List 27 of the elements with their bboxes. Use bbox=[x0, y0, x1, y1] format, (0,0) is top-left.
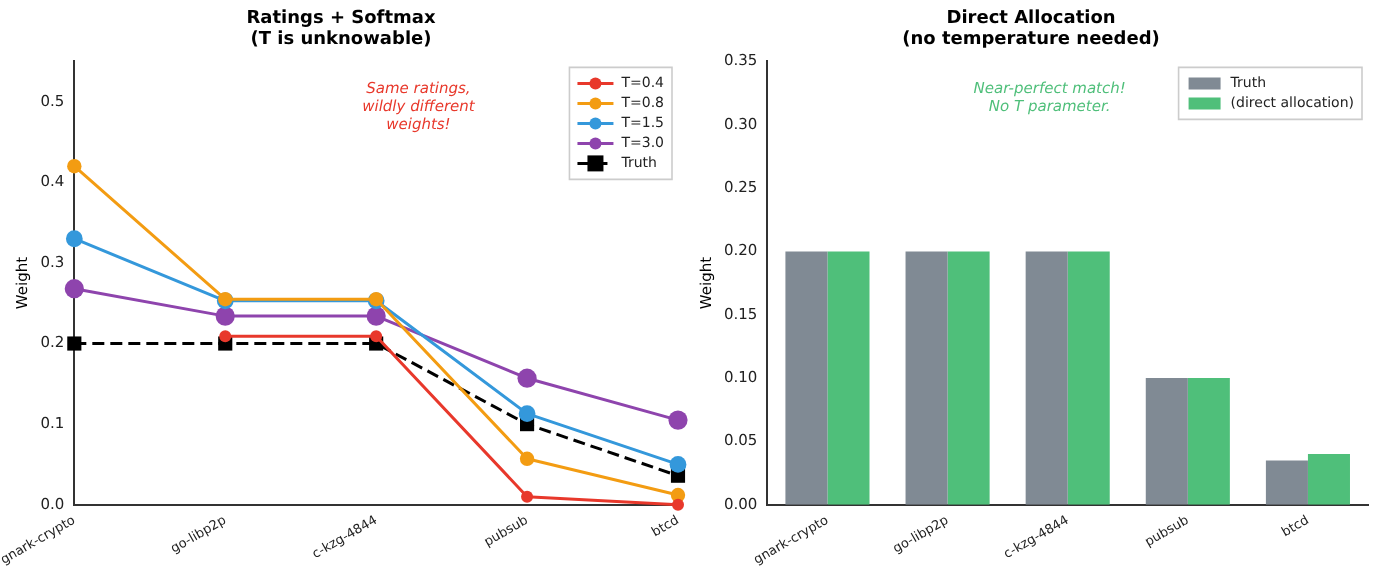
point bbox=[64, 279, 84, 299]
bar bbox=[1307, 454, 1350, 505]
point bbox=[67, 336, 82, 351]
point bbox=[219, 330, 232, 343]
bar bbox=[827, 251, 870, 505]
chart-title: Direct Allocation (no temperature needed) bbox=[902, 9, 1160, 50]
bar bbox=[905, 251, 948, 505]
point bbox=[668, 410, 688, 430]
point bbox=[521, 490, 534, 503]
point bbox=[67, 158, 82, 174]
point bbox=[669, 456, 687, 473]
point bbox=[65, 230, 83, 248]
point bbox=[672, 498, 684, 511]
point bbox=[215, 306, 235, 326]
point bbox=[517, 368, 537, 388]
bar bbox=[1145, 378, 1188, 505]
bar bbox=[947, 251, 990, 505]
bar bbox=[785, 251, 828, 505]
point bbox=[518, 405, 536, 423]
bar bbox=[1187, 378, 1230, 505]
point bbox=[519, 451, 535, 466]
bar bbox=[1265, 460, 1308, 505]
bar bbox=[1025, 251, 1068, 505]
point bbox=[366, 306, 386, 326]
point bbox=[370, 330, 383, 343]
chart-title: Ratings + Softmax (T is unknowable) bbox=[246, 9, 436, 50]
bar bbox=[1067, 251, 1110, 505]
